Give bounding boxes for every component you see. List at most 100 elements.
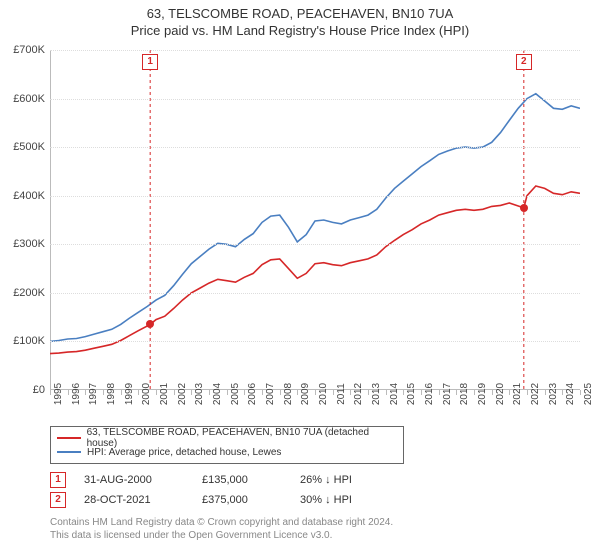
chart-plot-area: £0£100K£200K£300K£400K£500K£600K£700K199… — [50, 50, 580, 390]
xtick-mark — [209, 390, 210, 395]
legend-item-price-paid: 63, TELSCOMBE ROAD, PEACEHAVEN, BN10 7UA… — [57, 431, 397, 445]
marker-date-2: 28-OCT-2021 — [84, 494, 184, 506]
xtick-label: 2014 — [389, 383, 400, 405]
xtick-mark — [368, 390, 369, 395]
xtick-label: 2018 — [459, 383, 470, 405]
xtick-label: 2019 — [477, 383, 488, 405]
xtick-label: 2003 — [194, 383, 205, 405]
ygrid-line — [50, 341, 580, 342]
marker-row-1: 1 31-AUG-2000 £135,000 26% ↓ HPI — [50, 470, 550, 490]
marker-date-1: 31-AUG-2000 — [84, 474, 184, 486]
footer-attribution: Contains HM Land Registry data © Crown c… — [50, 516, 580, 542]
title-address: 63, TELSCOMBE ROAD, PEACEHAVEN, BN10 7UA — [0, 6, 600, 21]
xtick-mark — [350, 390, 351, 395]
xtick-label: 2013 — [371, 383, 382, 405]
xtick-mark — [474, 390, 475, 395]
xtick-label: 2002 — [177, 383, 188, 405]
marker-dot-1 — [146, 320, 154, 328]
ygrid-line — [50, 147, 580, 148]
footer-line-1: Contains HM Land Registry data © Crown c… — [50, 516, 580, 529]
xtick-mark — [492, 390, 493, 395]
xtick-mark — [439, 390, 440, 395]
xtick-mark — [421, 390, 422, 395]
xtick-label: 2023 — [548, 383, 559, 405]
xtick-mark — [121, 390, 122, 395]
xtick-mark — [191, 390, 192, 395]
xtick-mark — [509, 390, 510, 395]
xtick-mark — [68, 390, 69, 395]
ytick-label: £600K — [0, 93, 45, 105]
xtick-mark — [456, 390, 457, 395]
marker-badge-2: 2 — [50, 492, 66, 508]
xtick-mark — [85, 390, 86, 395]
ygrid-line — [50, 50, 580, 51]
ygrid-line — [50, 196, 580, 197]
xtick-mark — [103, 390, 104, 395]
xtick-mark — [138, 390, 139, 395]
xtick-mark — [315, 390, 316, 395]
xtick-label: 2008 — [283, 383, 294, 405]
xtick-label: 1995 — [53, 383, 64, 405]
ygrid-line — [50, 244, 580, 245]
marker-row-2: 2 28-OCT-2021 £375,000 30% ↓ HPI — [50, 490, 550, 510]
xtick-label: 2010 — [318, 383, 329, 405]
xtick-mark — [333, 390, 334, 395]
legend-swatch-price-paid — [57, 437, 81, 439]
xtick-label: 2011 — [336, 383, 347, 405]
xtick-label: 2001 — [159, 383, 170, 405]
xtick-mark — [50, 390, 51, 395]
xtick-mark — [562, 390, 563, 395]
xtick-label: 2004 — [212, 383, 223, 405]
legend-label-hpi: HPI: Average price, detached house, Lewe… — [87, 447, 281, 458]
marker-dot-2 — [520, 204, 528, 212]
plot-svg — [50, 50, 580, 390]
xtick-label: 1999 — [124, 383, 135, 405]
xtick-label: 2009 — [300, 383, 311, 405]
marker-delta-1: 26% ↓ HPI — [300, 474, 352, 486]
xtick-label: 2015 — [406, 383, 417, 405]
xtick-mark — [280, 390, 281, 395]
xtick-mark — [403, 390, 404, 395]
series-line-price_paid — [50, 186, 580, 354]
xtick-label: 2021 — [512, 383, 523, 405]
xtick-label: 2022 — [530, 383, 541, 405]
xtick-label: 1996 — [71, 383, 82, 405]
marker-price-2: £375,000 — [202, 494, 282, 506]
chart-titles: 63, TELSCOMBE ROAD, PEACEHAVEN, BN10 7UA… — [0, 0, 600, 38]
xtick-label: 2006 — [247, 383, 258, 405]
xtick-label: 2020 — [495, 383, 506, 405]
xtick-mark — [227, 390, 228, 395]
xtick-mark — [174, 390, 175, 395]
series-line-hpi — [50, 94, 580, 342]
ytick-label: £500K — [0, 141, 45, 153]
xtick-mark — [156, 390, 157, 395]
legend-box: 63, TELSCOMBE ROAD, PEACEHAVEN, BN10 7UA… — [50, 426, 404, 464]
ytick-label: £700K — [0, 44, 45, 56]
ytick-label: £300K — [0, 238, 45, 250]
xtick-mark — [545, 390, 546, 395]
xtick-label: 2016 — [424, 383, 435, 405]
legend-swatch-hpi — [57, 451, 81, 453]
xtick-label: 2025 — [583, 383, 594, 405]
xtick-mark — [580, 390, 581, 395]
xtick-label: 2007 — [265, 383, 276, 405]
ygrid-line — [50, 99, 580, 100]
marker-price-1: £135,000 — [202, 474, 282, 486]
marker-box-1: 1 — [142, 54, 158, 70]
footer-line-2: This data is licensed under the Open Gov… — [50, 529, 580, 542]
xtick-label: 2012 — [353, 383, 364, 405]
markers-table: 1 31-AUG-2000 £135,000 26% ↓ HPI 2 28-OC… — [50, 470, 550, 510]
marker-badge-1: 1 — [50, 472, 66, 488]
ytick-label: £100K — [0, 335, 45, 347]
xtick-mark — [262, 390, 263, 395]
ygrid-line — [50, 293, 580, 294]
xtick-label: 1997 — [88, 383, 99, 405]
xtick-mark — [297, 390, 298, 395]
title-subtitle: Price paid vs. HM Land Registry's House … — [0, 23, 600, 38]
xtick-label: 1998 — [106, 383, 117, 405]
xtick-label: 2024 — [565, 383, 576, 405]
ytick-label: £400K — [0, 190, 45, 202]
xtick-mark — [386, 390, 387, 395]
xtick-label: 2005 — [230, 383, 241, 405]
xtick-mark — [244, 390, 245, 395]
